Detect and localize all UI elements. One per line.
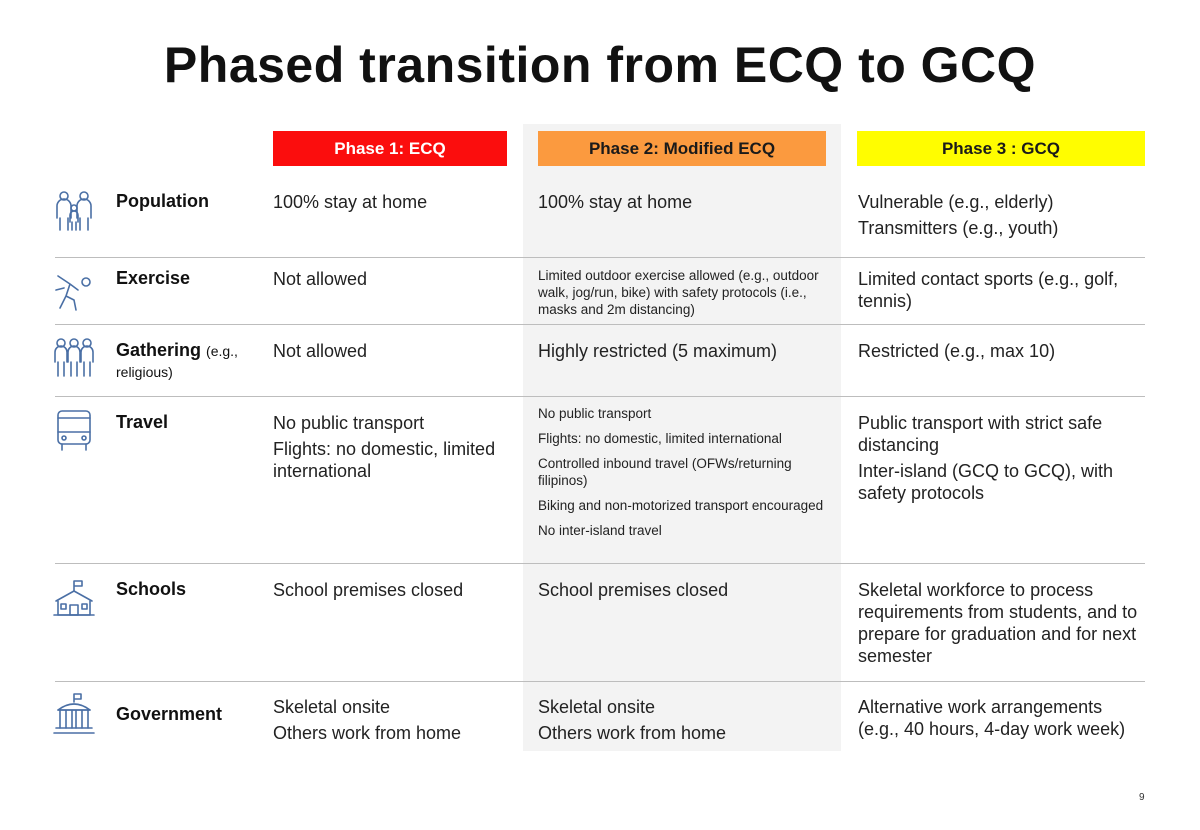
row-divider [55, 257, 1145, 258]
phase2-header: Phase 2: Modified ECQ [538, 131, 826, 166]
exercise-phase1: Not allowed [273, 269, 368, 289]
schools-phase3: Skeletal workforce to process requiremen… [858, 580, 1138, 666]
row-label-government: Government [116, 704, 223, 724]
phase1-header: Phase 1: ECQ [273, 131, 507, 166]
row-divider [55, 324, 1145, 325]
travel-phase1: No public transport Flights: no domestic… [273, 413, 496, 481]
row-divider [55, 563, 1145, 564]
exercise-icon [52, 268, 96, 312]
row-label-population: Population [116, 191, 209, 211]
population-phase3: Vulnerable (e.g., elderly) Transmitters … [858, 192, 1059, 238]
gathering-phase1: Not allowed [273, 341, 368, 361]
row-label-gathering-sub: (e.g., religious) [116, 343, 238, 380]
schools-phase1: School premises closed [273, 580, 464, 600]
government-phase1: Skeletal onsite Others work from home [273, 697, 462, 743]
government-building-icon [52, 692, 96, 736]
government-phase3: Alternative work arrangements (e.g., 40 … [858, 697, 1126, 739]
government-phase2: Skeletal onsite Others work from home [538, 697, 727, 743]
phase3-header: Phase 3 : GCQ [857, 131, 1145, 166]
row-divider [55, 396, 1145, 397]
row-label-schools: Schools [116, 579, 187, 599]
row-label-travel: Travel [116, 412, 169, 432]
population-phase1: 100% stay at home [273, 192, 428, 212]
row-divider [55, 681, 1145, 682]
row-label-gathering: Gathering (e.g., religious) [116, 340, 238, 380]
population-phase2: 100% stay at home [538, 192, 693, 212]
page-number: 9 [1139, 792, 1145, 803]
phase2-column-shade [523, 124, 841, 751]
exercise-phase2: Limited outdoor exercise allowed (e.g., … [538, 268, 819, 317]
gathering-phase2: Highly restricted (5 maximum) [538, 341, 778, 361]
row-label-exercise: Exercise [116, 268, 191, 288]
page-title: Phased transition from ECQ to GCQ [163, 37, 1037, 93]
travel-phase3: Public transport with strict safe distan… [858, 413, 1114, 503]
group-icon [52, 336, 96, 380]
schools-phase2: School premises closed [538, 580, 729, 600]
exercise-phase3: Limited contact sports (e.g., golf, tenn… [858, 269, 1119, 311]
family-icon [52, 188, 96, 232]
bus-icon [52, 408, 96, 452]
travel-phase2: No public transport Flights: no domestic… [538, 406, 824, 538]
gathering-phase3: Restricted (e.g., max 10) [858, 341, 1056, 361]
school-icon [52, 577, 96, 621]
